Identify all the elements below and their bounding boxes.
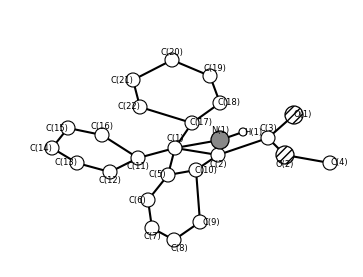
Circle shape — [161, 168, 175, 182]
Text: C(10): C(10) — [195, 165, 217, 175]
Text: C(16): C(16) — [90, 122, 114, 130]
Text: C(21): C(21) — [111, 76, 134, 84]
Text: C(8): C(8) — [170, 245, 188, 253]
Text: C(2): C(2) — [209, 160, 227, 168]
Text: C(13): C(13) — [54, 158, 77, 168]
Circle shape — [211, 131, 229, 149]
Circle shape — [133, 100, 147, 114]
Circle shape — [323, 156, 337, 170]
Circle shape — [276, 146, 294, 164]
Circle shape — [95, 128, 109, 142]
Circle shape — [103, 165, 117, 179]
Text: C(18): C(18) — [217, 99, 241, 107]
Text: C(1): C(1) — [166, 135, 184, 143]
Text: N(1): N(1) — [211, 125, 229, 135]
Text: O(1): O(1) — [294, 111, 312, 119]
Circle shape — [70, 156, 84, 170]
Circle shape — [167, 233, 181, 247]
Text: C(19): C(19) — [204, 63, 227, 73]
Circle shape — [141, 193, 155, 207]
Text: O(2): O(2) — [276, 160, 294, 168]
Circle shape — [239, 128, 247, 136]
Circle shape — [126, 73, 140, 87]
Text: C(12): C(12) — [99, 176, 122, 186]
Circle shape — [213, 96, 227, 110]
Text: C(6): C(6) — [128, 196, 146, 204]
Text: C(3): C(3) — [259, 124, 277, 134]
Text: C(7): C(7) — [143, 232, 161, 242]
Text: C(4): C(4) — [330, 158, 348, 168]
Circle shape — [185, 116, 199, 130]
Text: C(9): C(9) — [202, 217, 220, 227]
Circle shape — [131, 151, 145, 165]
Text: C(22): C(22) — [118, 102, 140, 112]
Text: C(11): C(11) — [127, 163, 150, 171]
Circle shape — [45, 141, 59, 155]
Circle shape — [211, 148, 225, 162]
Circle shape — [189, 163, 203, 177]
Circle shape — [61, 121, 75, 135]
Text: C(5): C(5) — [148, 171, 166, 179]
Text: C(15): C(15) — [46, 124, 69, 132]
Circle shape — [261, 131, 275, 145]
Text: H(1): H(1) — [244, 127, 262, 137]
Circle shape — [165, 53, 179, 67]
Circle shape — [285, 106, 303, 124]
Circle shape — [203, 69, 217, 83]
Text: C(20): C(20) — [160, 47, 183, 57]
Text: C(14): C(14) — [29, 143, 52, 153]
Text: C(17): C(17) — [189, 119, 212, 127]
Circle shape — [193, 215, 207, 229]
Circle shape — [145, 221, 159, 235]
Circle shape — [168, 141, 182, 155]
